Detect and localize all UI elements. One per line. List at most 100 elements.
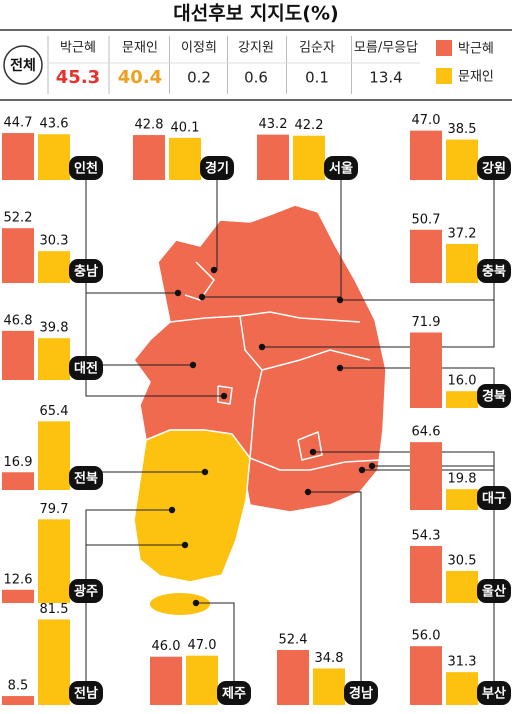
map [133, 204, 387, 615]
bar-value-label: 16.0 [448, 374, 477, 389]
bar-value-label: 16.9 [4, 455, 33, 470]
region-name: 제주 [222, 687, 246, 702]
bar [38, 421, 70, 490]
overall-candidate: 문재인 [122, 41, 158, 56]
region-name: 울산 [482, 584, 506, 600]
region-dot [201, 468, 209, 476]
region-badge [477, 579, 511, 603]
map-jeju [150, 593, 210, 615]
bar-value-label: 38.5 [448, 122, 477, 137]
region-badge [69, 156, 103, 180]
bar-value-label: 12.6 [4, 572, 33, 587]
legend-label: 문재인 [458, 70, 494, 85]
bar-value-label: 81.5 [40, 602, 69, 617]
bar-value-label: 65.4 [40, 404, 69, 419]
region-badge [69, 356, 103, 380]
overall-value: 0.6 [244, 69, 268, 87]
legend-swatch [436, 68, 452, 84]
bar-value-label: 52.2 [4, 211, 33, 226]
region-name: 강원 [482, 161, 506, 177]
overall-badge [3, 45, 43, 85]
overall-candidate: 김순자 [299, 41, 335, 56]
region-badge [477, 259, 511, 283]
region-badge [477, 681, 511, 705]
region-name: 부산 [482, 686, 506, 702]
bar-value-label: 30.3 [40, 234, 69, 249]
region-badge [69, 259, 103, 283]
region-name: 대전 [74, 361, 98, 377]
overall-candidate: 박근혜 [60, 41, 96, 56]
region-dot [192, 599, 200, 607]
bar [293, 135, 325, 180]
bar-value-label: 19.8 [448, 472, 477, 487]
bar [446, 243, 478, 283]
bar-value-label: 40.1 [171, 120, 200, 135]
bar [38, 338, 70, 380]
bar [277, 649, 309, 705]
region-name: 전남 [74, 686, 98, 702]
bar [169, 137, 201, 180]
leader-line [85, 544, 185, 693]
bar [2, 228, 34, 283]
overall-value: 0.2 [187, 69, 211, 87]
region-name: 경북 [482, 389, 506, 405]
bar [410, 130, 442, 180]
region-name: 전북 [74, 471, 98, 487]
region-dot [189, 361, 197, 369]
region-dot [198, 293, 206, 301]
bar [150, 656, 182, 705]
bar [446, 489, 478, 510]
region-name: 충남 [74, 264, 98, 280]
bar-value-label: 79.7 [40, 502, 69, 517]
leader-line [262, 271, 495, 348]
region-badge [477, 384, 511, 408]
region-name: 서울 [329, 161, 353, 177]
map-border [261, 349, 371, 371]
bar-value-label: 46.8 [4, 313, 33, 328]
region-dot [358, 466, 366, 474]
map-border [297, 430, 323, 461]
region-dot [174, 289, 182, 297]
bar [257, 134, 289, 180]
bar [446, 391, 478, 408]
bar-value-label: 64.6 [412, 425, 441, 440]
region-dot [336, 296, 344, 304]
bar [410, 646, 442, 705]
region-dot [336, 364, 344, 372]
bar-value-label: 44.7 [4, 116, 33, 131]
region-dot [309, 448, 317, 456]
map-border [217, 385, 233, 405]
bar-value-label: 43.2 [259, 117, 288, 132]
bar-value-label: 43.6 [40, 117, 69, 132]
bar-value-label: 31.3 [448, 655, 477, 670]
bar [446, 672, 478, 705]
region-badge [324, 156, 358, 180]
region-dot [368, 462, 376, 470]
region-name: 경남 [349, 686, 373, 702]
leader-line [308, 491, 362, 693]
region-name: 광주 [74, 585, 98, 600]
bar [313, 668, 345, 705]
overall-value: 40.4 [118, 67, 162, 88]
map-border [249, 457, 381, 471]
bar [133, 135, 165, 180]
bar [2, 472, 34, 490]
overall-candidate: 이정희 [181, 41, 217, 56]
region-badge [69, 579, 103, 603]
bar-value-label: 42.8 [135, 118, 164, 133]
region-badge [69, 466, 103, 490]
bar [2, 330, 34, 380]
region-dot [220, 392, 228, 400]
bar [38, 134, 70, 180]
legend-swatch [436, 40, 452, 56]
bar [2, 133, 34, 180]
region-name: 대구 [482, 492, 506, 507]
bar-value-label: 46.0 [152, 639, 181, 654]
bar [38, 619, 70, 705]
map-honam [133, 429, 251, 583]
region-badge [477, 486, 511, 510]
bar-value-label: 54.3 [412, 528, 441, 543]
bar-value-label: 30.5 [448, 553, 477, 568]
bar-value-label: 52.4 [279, 632, 308, 647]
bar [446, 139, 478, 180]
